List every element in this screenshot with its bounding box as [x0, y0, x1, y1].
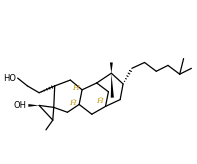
Polygon shape: [110, 62, 113, 73]
Polygon shape: [28, 104, 39, 107]
Text: OH: OH: [13, 101, 26, 110]
Text: Ḧ: Ḧ: [96, 97, 103, 105]
Text: HO: HO: [3, 74, 16, 83]
Text: Ḧ: Ḧ: [69, 99, 76, 106]
Text: H: H: [72, 84, 79, 92]
Polygon shape: [111, 73, 114, 98]
